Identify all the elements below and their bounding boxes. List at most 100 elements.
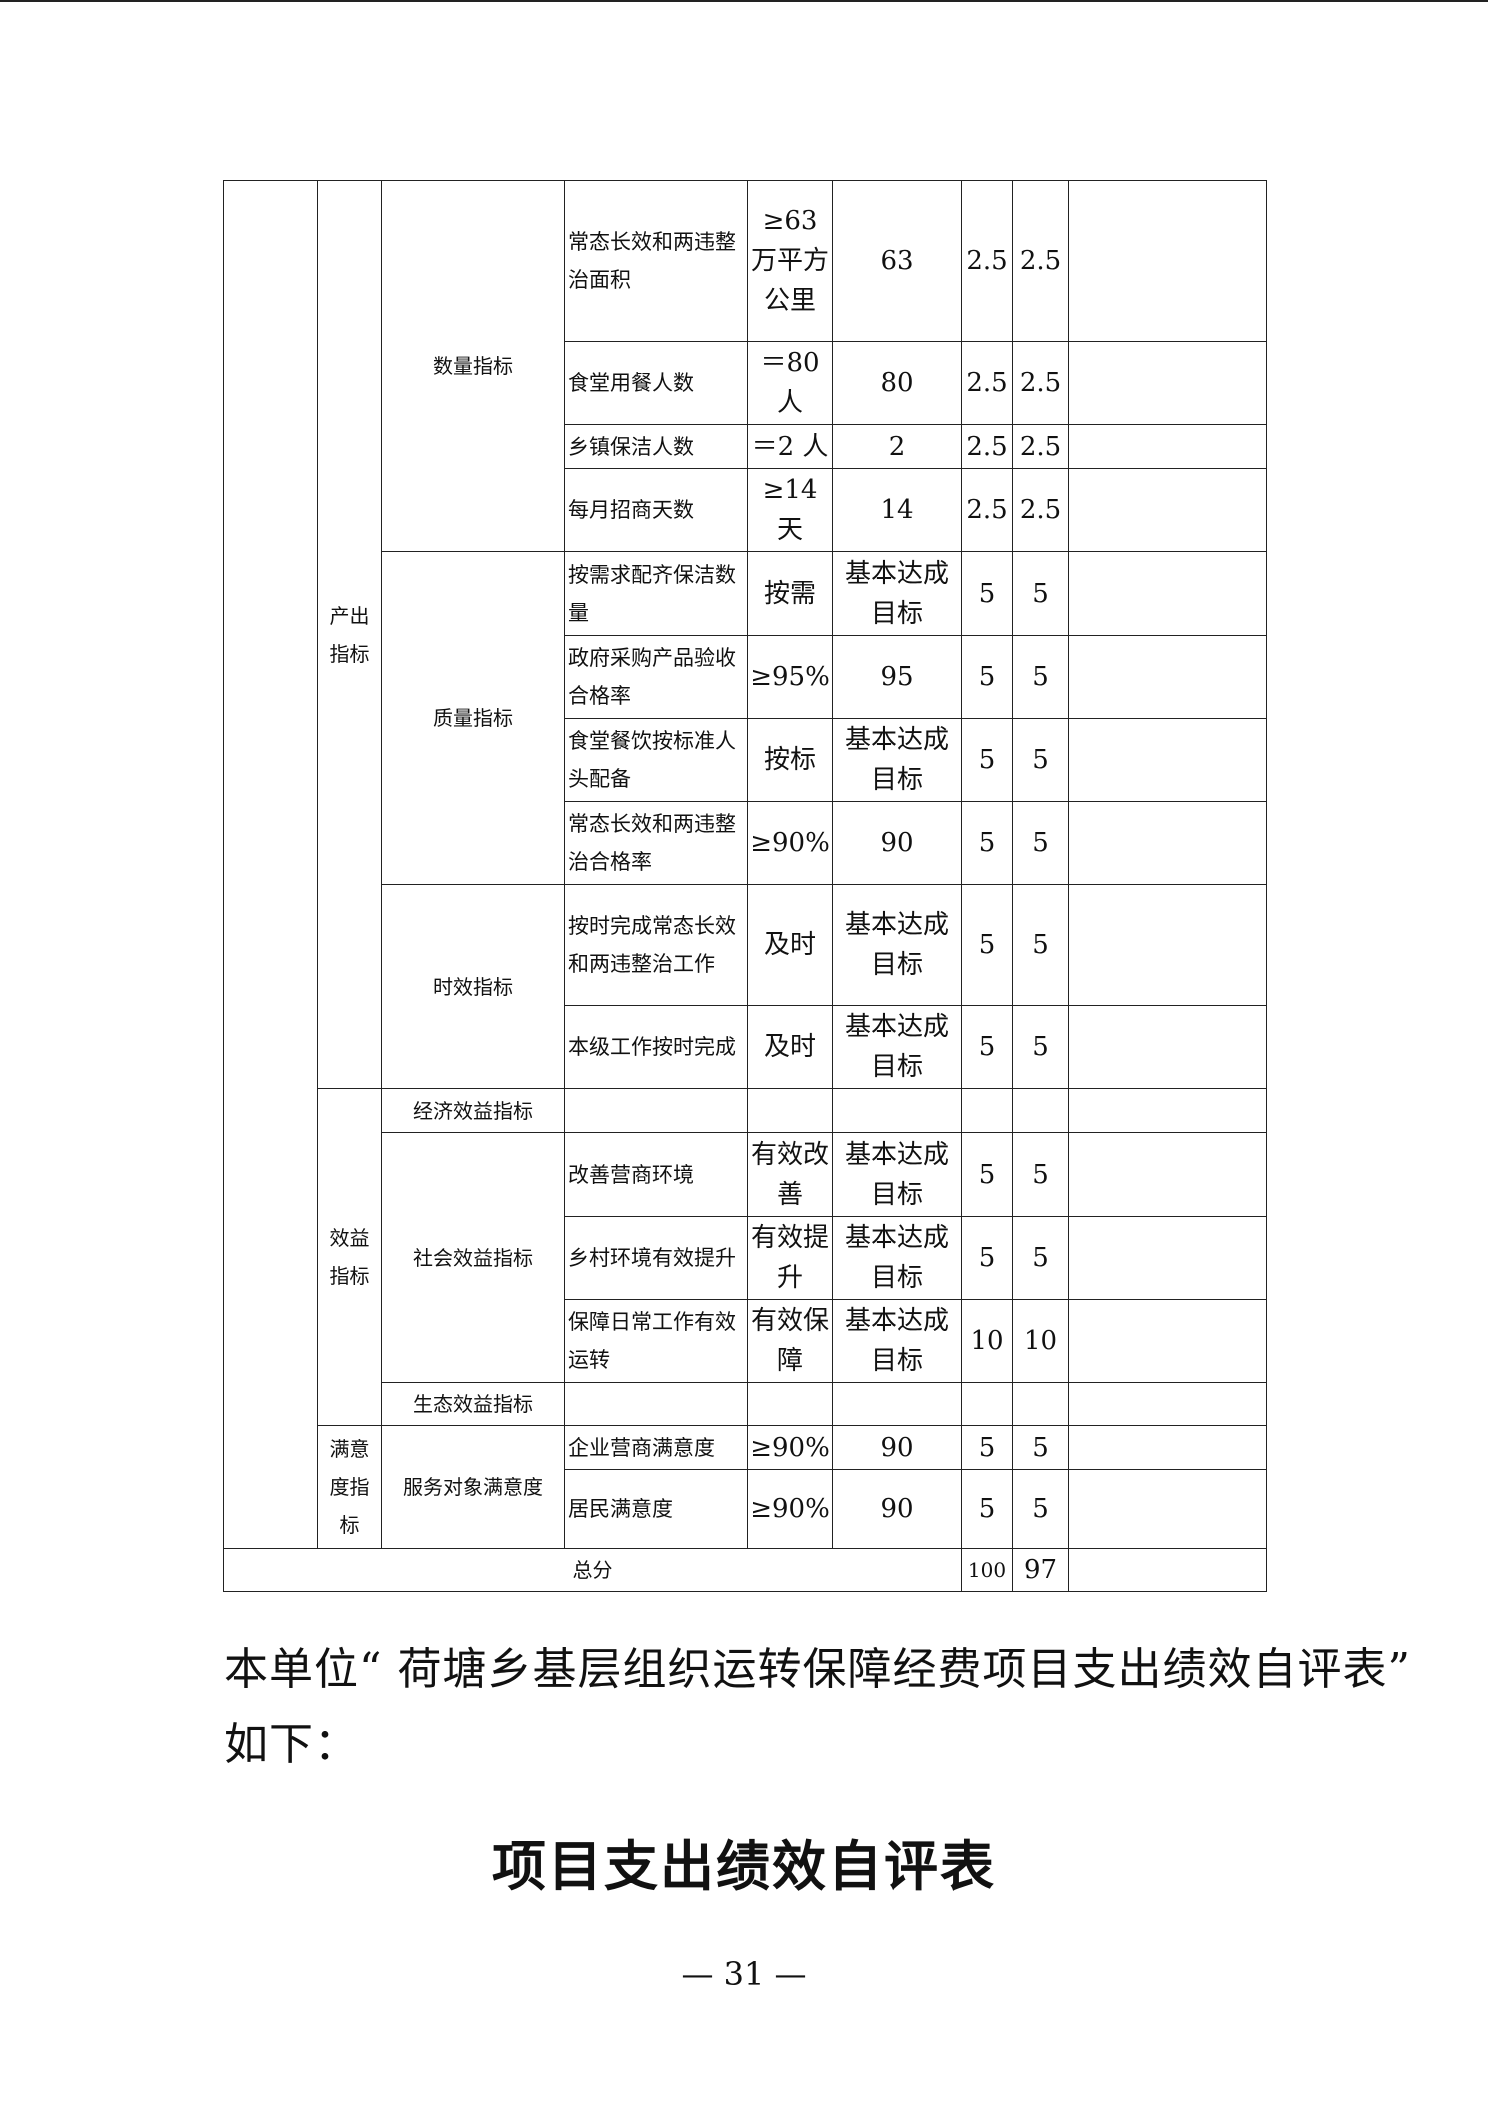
weight-value: 2.5 [961, 180, 1013, 342]
section-title: 项目支出绩效自评表 [492, 1834, 996, 1898]
actual-value: 基本达成目标 [832, 1299, 962, 1383]
score-value: 5 [1012, 1005, 1069, 1089]
page-number: — 31 — [681, 1955, 807, 1993]
indicator-name: 本级工作按时完成 [564, 1005, 748, 1089]
actual-value: 基本达成目标 [832, 1132, 962, 1217]
remarks-cell [1068, 1005, 1267, 1089]
level2-indicator: 服务对象满意度 [381, 1425, 565, 1549]
empty-cell [832, 1088, 962, 1133]
table-row: 生态效益指标 [224, 1382, 1267, 1426]
empty-cell [1012, 1088, 1069, 1133]
target-value: 及时 [747, 884, 833, 1006]
target-value: ≥90% [747, 1469, 833, 1549]
score-value: 5 [1012, 1469, 1069, 1549]
weight-value: 5 [961, 801, 1013, 885]
indicator-name: 企业营商满意度 [564, 1425, 748, 1470]
indicator-name: 按时完成常态长效和两违整治工作 [564, 884, 748, 1006]
indicator-name: 保障日常工作有效运转 [564, 1299, 748, 1383]
table-row: 食堂用餐人数 ＝80人 80 2.5 2.5 [224, 341, 1267, 425]
total-weight: 100 [961, 1548, 1013, 1592]
empty-cell [1068, 1382, 1267, 1426]
level1-indicator: 效益指标 [317, 1088, 382, 1426]
indicator-name: 食堂用餐人数 [564, 341, 748, 425]
weight-value: 5 [961, 1216, 1013, 1300]
empty-cell [961, 1382, 1013, 1426]
actual-value: 80 [832, 341, 962, 425]
weight-value: 2.5 [961, 424, 1013, 469]
indicator-name: 居民满意度 [564, 1469, 748, 1549]
indicator-name: 每月招商天数 [564, 468, 748, 552]
target-value: ＝80人 [747, 341, 833, 425]
remarks-cell [1068, 718, 1267, 802]
actual-value: 90 [832, 801, 962, 885]
remarks-cell [1068, 551, 1267, 636]
indicator-name: 按需求配齐保洁数量 [564, 551, 748, 636]
total-score: 97 [1012, 1548, 1069, 1592]
level2-indicator: 经济效益指标 [381, 1088, 565, 1133]
weight-value: 5 [961, 635, 1013, 719]
table-row: 社会效益指标 改善营商环境 有效改善 基本达成目标 5 5 [224, 1132, 1267, 1383]
actual-value: 90 [832, 1469, 962, 1549]
level1-indicator: 产出指标 [317, 180, 382, 1089]
actual-value: 基本达成目标 [832, 1216, 962, 1300]
empty-cell [564, 1382, 748, 1426]
target-value: ≥90% [747, 1425, 833, 1470]
remarks-cell [1068, 468, 1267, 552]
score-value: 10 [1012, 1299, 1069, 1383]
weight-value: 5 [961, 1469, 1013, 1549]
level2-indicator: 质量指标 [381, 551, 565, 885]
weight-value: 2.5 [961, 341, 1013, 425]
score-value: 5 [1012, 884, 1069, 1006]
actual-value: 基本达成目标 [832, 884, 962, 1006]
blank-category-cell [223, 180, 318, 1549]
remarks-cell [1068, 801, 1267, 885]
total-label: 总分 [223, 1548, 962, 1592]
target-value: 有效提升 [747, 1216, 833, 1300]
score-value: 5 [1012, 1425, 1069, 1470]
weight-value: 5 [961, 551, 1013, 636]
target-value: 有效保障 [747, 1299, 833, 1383]
target-value: ＝2 人 [747, 424, 833, 469]
score-value: 2.5 [1012, 468, 1069, 552]
target-value: 按标 [747, 718, 833, 802]
level1-indicator: 满意度指标 [317, 1425, 382, 1549]
weight-value: 5 [961, 1005, 1013, 1089]
table-row: 食堂餐饮按标准人头配备 按标 基本达成目标 5 5 [224, 718, 1267, 802]
table-row: 产出指标 数量指标 常态长效和两违整治面积 ≥63万平方公里 63 2.5 2.5 [223, 180, 1267, 1549]
remarks-cell [1068, 180, 1267, 342]
actual-value: 14 [832, 468, 962, 552]
level2-indicator: 社会效益指标 [381, 1132, 565, 1383]
remarks-cell [1068, 341, 1267, 425]
remarks-cell [1068, 1216, 1267, 1300]
actual-value: 90 [832, 1425, 962, 1470]
target-value: ≥63万平方公里 [747, 180, 833, 342]
empty-cell [961, 1088, 1013, 1133]
table-row: 乡村环境有效提升 有效提升 基本达成目标 5 5 [224, 1216, 1267, 1300]
remarks-cell [1068, 1425, 1267, 1470]
empty-cell [564, 1088, 748, 1133]
remarks-cell [1068, 1299, 1267, 1383]
remarks-cell [1068, 1469, 1267, 1549]
indicator-name: 乡镇保洁人数 [564, 424, 748, 469]
remarks-cell [1068, 424, 1267, 469]
level2-indicator: 时效指标 [381, 884, 565, 1089]
indicator-name: 政府采购产品验收合格率 [564, 635, 748, 719]
empty-cell [1012, 1382, 1069, 1426]
score-value: 5 [1012, 635, 1069, 719]
score-value: 5 [1012, 1216, 1069, 1300]
indicator-name: 常态长效和两违整治合格率 [564, 801, 748, 885]
total-row: 总分 100 97 [223, 1548, 1267, 1592]
table-row: 本级工作按时完成 及时 基本达成目标 5 5 [224, 1005, 1267, 1089]
weight-value: 5 [961, 884, 1013, 1006]
target-value: 及时 [747, 1005, 833, 1089]
empty-cell [1068, 1088, 1267, 1133]
table-row: 时效指标 按时完成常态长效和两违整治工作 及时 基本达成目标 5 5 [224, 884, 1267, 1089]
weight-value: 5 [961, 1132, 1013, 1217]
table-row: 居民满意度 ≥90% 90 5 5 [224, 1469, 1267, 1549]
score-value: 5 [1012, 1132, 1069, 1217]
indicator-name: 乡村环境有效提升 [564, 1216, 748, 1300]
weight-value: 2.5 [961, 468, 1013, 552]
target-value: 有效改善 [747, 1132, 833, 1217]
table-row: 满意度指标 服务对象满意度 企业营商满意度 ≥90% 90 5 5 [224, 1425, 1267, 1549]
empty-cell [747, 1088, 833, 1133]
